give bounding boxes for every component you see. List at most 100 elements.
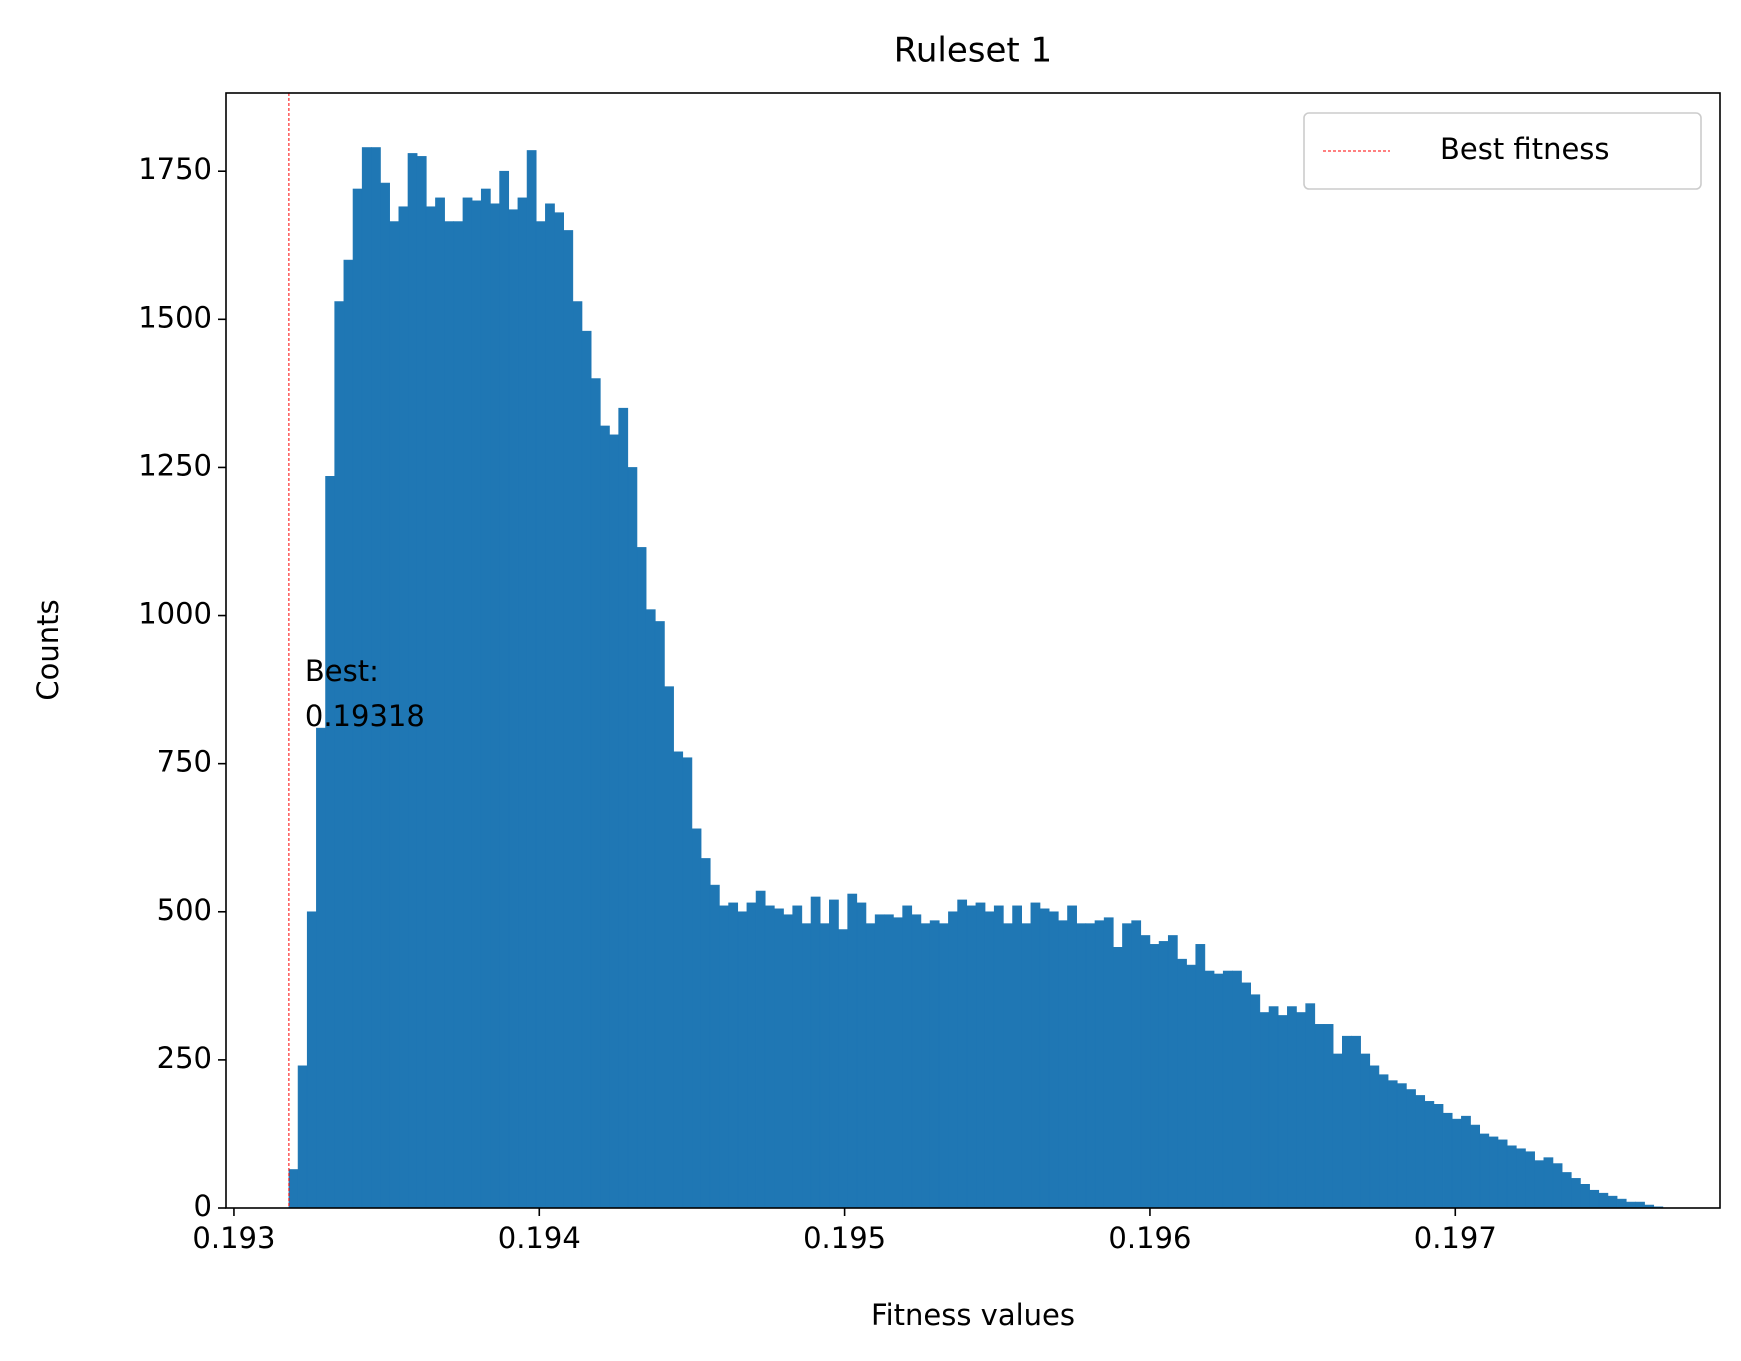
bar (838, 929, 848, 1209)
bar (1039, 908, 1050, 1209)
y-axis-label: Counts (31, 599, 65, 700)
bar (993, 905, 1004, 1209)
bar (1461, 1115, 1471, 1209)
bar (288, 1169, 299, 1209)
bar (1598, 1192, 1609, 1209)
y-tick-label: 750 (157, 745, 212, 779)
bar (728, 902, 739, 1209)
bar (746, 902, 757, 1209)
bar (1058, 920, 1068, 1209)
bar (343, 259, 354, 1209)
plot-frame (225, 92, 1721, 1209)
bar (1323, 1024, 1334, 1209)
bar (1158, 941, 1169, 1209)
bar (911, 914, 922, 1209)
bar (535, 221, 546, 1209)
bar (1149, 944, 1160, 1209)
bar (526, 150, 537, 1209)
bar (416, 156, 427, 1209)
bar (755, 890, 766, 1209)
y-tick-label: 250 (157, 1041, 212, 1075)
bar (1396, 1083, 1407, 1209)
bar (1442, 1112, 1453, 1209)
bar (572, 301, 583, 1209)
bar (480, 188, 491, 1209)
bar (1506, 1145, 1517, 1209)
bar (654, 621, 665, 1209)
bar (1625, 1201, 1636, 1209)
bar (1277, 1015, 1288, 1209)
bar (1369, 1065, 1380, 1209)
bar (957, 899, 968, 1209)
bar (1635, 1201, 1645, 1209)
bar (902, 905, 913, 1209)
bar (948, 911, 958, 1209)
bar (975, 902, 986, 1209)
bar (462, 197, 473, 1209)
bar (1259, 1012, 1270, 1209)
bar (1406, 1089, 1416, 1209)
bar (1021, 923, 1032, 1209)
bar (499, 170, 510, 1209)
bar (545, 203, 555, 1209)
bar (1048, 911, 1059, 1209)
bar (581, 330, 592, 1209)
bar (380, 182, 390, 1209)
bar (334, 301, 345, 1209)
x-tick-label: 0.197 (1414, 1221, 1497, 1255)
annotation-value: 0.19318 (305, 699, 425, 733)
bar (563, 230, 574, 1209)
bar (1543, 1157, 1554, 1209)
bar (1296, 1012, 1306, 1209)
bar (1589, 1189, 1600, 1209)
annotation-label: Best: (305, 654, 379, 688)
bar (1067, 905, 1077, 1209)
bar (1516, 1148, 1526, 1209)
bar (847, 893, 858, 1209)
bar (407, 153, 418, 1209)
bar (719, 905, 729, 1209)
y-tick-label: 0 (194, 1189, 212, 1223)
bar (1561, 1172, 1572, 1209)
bar (1451, 1118, 1462, 1209)
bar (801, 923, 812, 1209)
bar (874, 914, 885, 1209)
bar (590, 378, 601, 1209)
bar (929, 920, 940, 1209)
bar (1525, 1151, 1535, 1209)
bar (774, 908, 784, 1209)
bar (645, 609, 656, 1209)
bar (1351, 1035, 1361, 1209)
bar (1287, 1006, 1297, 1209)
x-tick-label: 0.193 (192, 1221, 275, 1255)
y-tick-label: 500 (157, 893, 212, 927)
bar (508, 209, 519, 1209)
bar (1131, 920, 1142, 1209)
bar (1222, 970, 1233, 1209)
bar (709, 884, 720, 1209)
bar (1387, 1080, 1398, 1209)
bar (819, 923, 830, 1209)
x-tick-label: 0.196 (1108, 1221, 1191, 1255)
bar (664, 686, 674, 1209)
x-axis-label: Fitness values (871, 1298, 1075, 1332)
bar (893, 917, 903, 1209)
bar (1085, 923, 1096, 1209)
bar (1424, 1101, 1435, 1209)
bar (1497, 1139, 1508, 1209)
bar (966, 905, 977, 1209)
bar (1213, 973, 1224, 1209)
bar (1250, 994, 1261, 1209)
bar (444, 221, 455, 1209)
bar (737, 911, 748, 1209)
bar (682, 757, 693, 1209)
y-tick-label: 1500 (138, 300, 212, 334)
chart-title: Ruleset 1 (894, 31, 1052, 71)
bar (1470, 1124, 1481, 1209)
bar (673, 751, 684, 1209)
bar (1332, 1053, 1343, 1209)
bar (792, 905, 803, 1209)
bar (1607, 1195, 1618, 1209)
bar (1305, 1003, 1316, 1209)
